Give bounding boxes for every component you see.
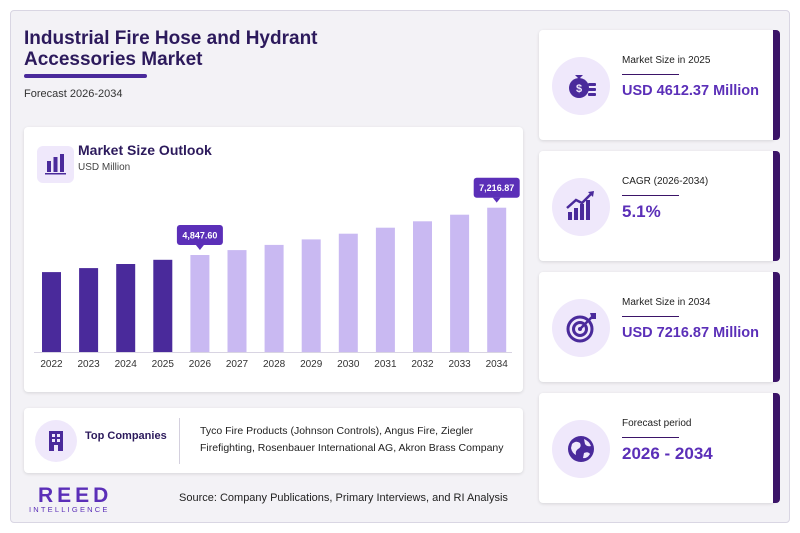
bar-chart-icon [37, 146, 74, 183]
data-label-box [473, 177, 520, 198]
bar-2033 [450, 214, 470, 352]
stat-card-market-2025: $ Market Size in 2025 USD 4612.37 Millio… [539, 30, 780, 140]
chart-title: Market Size Outlook [78, 142, 212, 158]
market-size-chart: 2022 2023 2024 2025 2026 2027 2028 2029 2030 2031… [34, 177, 520, 370]
page-subtitle: Forecast 2026-2034 [24, 88, 123, 100]
companies-list: Tyco Fire Products (Johnson Controls), A… [200, 425, 504, 454]
source-note: Source: Company Publications, Primary In… [179, 492, 508, 504]
stat-rule [622, 195, 679, 196]
title-underline [24, 74, 147, 78]
x-tick-label: 2025 [152, 359, 175, 370]
bar-2023 [79, 268, 99, 352]
bar-2028 [264, 244, 284, 352]
companies-card [24, 408, 523, 473]
data-label-text: 7,216.87 [479, 183, 514, 193]
bar-2030 [338, 233, 358, 352]
stat-label: Market Size in 2034 [622, 297, 711, 308]
data-label-pointer [195, 245, 204, 251]
stat-card-forecast-period: Forecast period 2026 - 2034 [539, 393, 780, 503]
stat-label: Market Size in 2025 [622, 55, 711, 66]
growth-chart-icon [552, 178, 610, 236]
card-edge [773, 151, 780, 261]
data-label-pointer [492, 197, 501, 203]
stat-rule [622, 437, 679, 438]
bar-2025 [153, 259, 173, 352]
card-edge [773, 393, 780, 503]
bar-2024 [116, 264, 136, 352]
stat-label: CAGR (2026-2034) [622, 176, 709, 187]
data-label-text: 4,847.60 [182, 231, 217, 241]
x-tick-label: 2022 [40, 359, 63, 370]
money-bag-icon: $ [552, 57, 610, 115]
stat-card-cagr: CAGR (2026-2034) 5.1% [539, 151, 780, 261]
data-label-2026: 4,847.60 [176, 225, 223, 251]
x-tick-label: 2032 [411, 359, 434, 370]
stat-value: 5.1% [622, 202, 661, 221]
logo-subtext: INTELLIGENCE [29, 505, 110, 514]
x-tick-label: 2034 [486, 359, 509, 370]
stat-value: USD 4612.37 Million [622, 83, 759, 99]
target-icon [552, 299, 610, 357]
bar-2026 [190, 255, 210, 352]
x-tick-label: 2028 [263, 359, 286, 370]
globe-icon [552, 420, 610, 478]
stat-rule [622, 316, 679, 317]
stat-label: Forecast period [622, 418, 692, 429]
page-title: Industrial Fire Hose and Hydrant Accesso… [24, 28, 318, 70]
card-edge [773, 30, 780, 140]
bar-2027 [227, 250, 247, 352]
card-edge [773, 272, 780, 382]
x-tick-label: 2029 [300, 359, 323, 370]
bar-2032 [413, 221, 432, 352]
data-label-box [176, 225, 223, 245]
bar-2034 [487, 207, 507, 352]
data-label-2034: 7,216.87 [473, 177, 520, 203]
building-icon [35, 420, 77, 462]
bar-2031 [375, 227, 395, 352]
bar-2022 [42, 272, 61, 352]
x-tick-label: 2031 [374, 359, 397, 370]
stat-value: USD 7216.87 Million [622, 325, 759, 341]
x-tick-label: 2024 [115, 359, 138, 370]
svg-text:$: $ [576, 83, 582, 95]
companies-divider [179, 418, 180, 464]
logo-wordmark: REED [38, 484, 113, 507]
chart-unit: USD Million [78, 162, 131, 173]
x-tick-label: 2023 [77, 359, 100, 370]
stat-card-market-2034: Market Size in 2034 USD 7216.87 Million [539, 272, 780, 382]
stat-value: 2026 - 2034 [622, 444, 713, 463]
stat-rule [622, 74, 679, 75]
x-tick-label: 2027 [226, 359, 249, 370]
x-tick-label: 2030 [337, 359, 360, 370]
bar-2029 [301, 239, 321, 352]
x-tick-label: 2026 [189, 359, 212, 370]
companies-label: Top Companies [85, 430, 167, 442]
x-tick-label: 2033 [448, 359, 471, 370]
